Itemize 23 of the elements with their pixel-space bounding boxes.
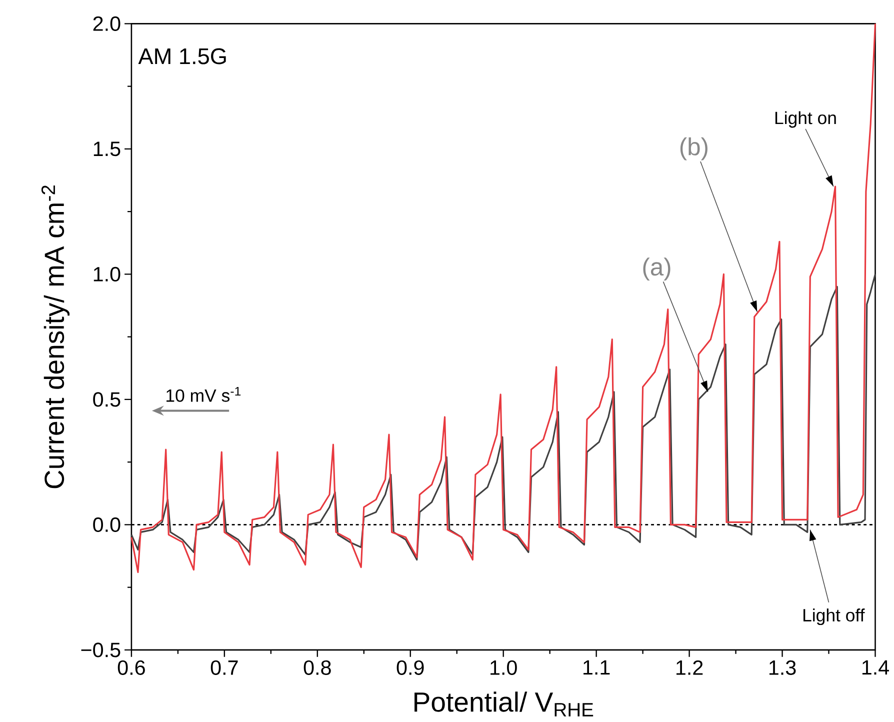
x-tick-label: 1.3 xyxy=(769,660,796,675)
annotation: (b) xyxy=(680,137,708,160)
y-axis-title: Current density/ mA cm$^{-2}$ xyxy=(41,186,70,488)
annotation: 10 mV s$^{-1}$ xyxy=(166,386,241,402)
x-tick-label: 1.4 xyxy=(862,660,889,675)
annotation: AM 1.5G xyxy=(138,48,226,64)
x-tick-label: 1.2 xyxy=(676,660,703,675)
x-tick-label: 1.1 xyxy=(584,660,610,675)
x-axis-title: Potential/ V$_{RHE}$ xyxy=(414,692,594,716)
annotation: (a) xyxy=(643,258,670,281)
x-tick-label: 0.9 xyxy=(396,660,424,675)
y-tick-label: 2.0 xyxy=(93,16,120,31)
x-tick-label: 0.6 xyxy=(118,660,145,675)
x-tick-label: 1.0 xyxy=(490,660,517,675)
x-tick-label: 0.7 xyxy=(210,660,238,675)
y-tick-label: 1.5 xyxy=(94,142,120,156)
y-tick-label: 0.5 xyxy=(93,392,120,407)
y-tick-label: 1.0 xyxy=(94,266,120,282)
x-tick-label: 0.8 xyxy=(304,660,331,675)
annotation: Light off xyxy=(804,608,865,626)
annotation: Light on xyxy=(775,111,836,128)
y-tick-label: −0.5 xyxy=(81,642,120,658)
y-tick-label: 0.0 xyxy=(93,517,120,532)
